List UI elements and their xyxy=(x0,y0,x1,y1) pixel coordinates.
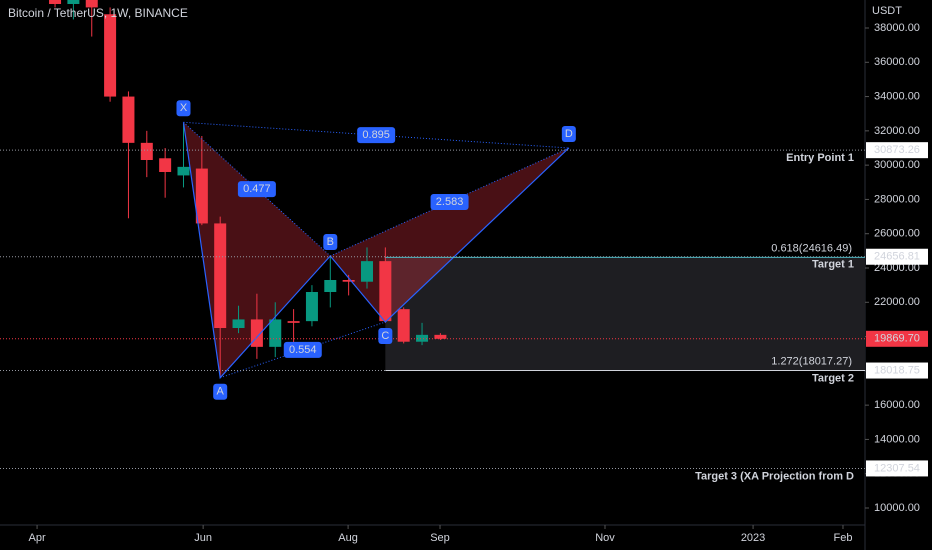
y-tick-label: 32000.00 xyxy=(874,125,920,137)
x-tick-label: Sep xyxy=(430,532,450,544)
pattern-point-box xyxy=(323,233,338,250)
pattern-point-box xyxy=(176,100,191,117)
candle-body xyxy=(397,309,410,342)
candle-body xyxy=(49,0,62,4)
candle-body xyxy=(287,321,300,323)
projection-label: 1.272(18017.27) xyxy=(771,355,852,367)
ratio-line xyxy=(183,121,569,149)
level-name: Target 3 (XA Projection from D xyxy=(695,470,854,482)
x-tick-label: Aug xyxy=(338,532,358,544)
x-tick-label: Jun xyxy=(194,532,212,544)
ratio-box xyxy=(357,127,396,144)
pattern-point-label: B xyxy=(327,236,334,248)
candle-body xyxy=(159,158,172,172)
projection-label: 0.618(24616.49) xyxy=(771,242,852,254)
y-tick-label: 10000.00 xyxy=(874,502,920,514)
x-tick-label: Apr xyxy=(29,532,46,544)
y-tick-label: 16000.00 xyxy=(874,399,920,411)
pattern-point-box xyxy=(561,125,576,142)
candle-body xyxy=(67,0,80,4)
pattern-point-label: A xyxy=(217,386,225,398)
candle-body xyxy=(360,261,373,282)
x-tick-label: Feb xyxy=(833,532,852,544)
candle-body xyxy=(232,319,245,328)
y-tick-label: 38000.00 xyxy=(874,22,920,34)
ratio-label: 0.895 xyxy=(362,129,390,141)
level-price-box xyxy=(866,460,928,477)
y-tick-label: 28000.00 xyxy=(874,193,920,205)
x-tick-label: 2023 xyxy=(741,532,765,544)
level-name: Entry Point 1 xyxy=(786,152,854,164)
level-price: 24656.81 xyxy=(874,251,920,263)
level-price-box xyxy=(866,142,928,159)
pattern-point-label: C xyxy=(381,330,389,342)
last-price-box xyxy=(866,330,928,347)
level-price: 18018.75 xyxy=(874,364,920,376)
candle-body xyxy=(177,166,190,176)
y-tick-label: 22000.00 xyxy=(874,296,920,308)
level-name: Target 2 xyxy=(812,372,854,384)
candle-body xyxy=(305,291,318,322)
pattern-point-label: D xyxy=(565,128,573,140)
chart-title: Bitcoin / TetherUS, 1W, BINANCE xyxy=(8,6,188,20)
ratio-label: 0.477 xyxy=(243,183,271,195)
candle-body xyxy=(342,279,355,282)
candle-body xyxy=(269,319,282,347)
pattern-point-label: X xyxy=(180,102,188,114)
candle-body xyxy=(195,168,208,224)
candle-body xyxy=(416,334,429,342)
candle-body xyxy=(250,319,263,347)
y-tick-label: 14000.00 xyxy=(874,433,920,445)
y-tick-label: 36000.00 xyxy=(874,56,920,68)
candle-body xyxy=(85,0,98,8)
level-price-box xyxy=(866,248,928,265)
y-tick-label: 26000.00 xyxy=(874,228,920,240)
candle-body xyxy=(140,142,153,160)
y-tick-label: 24000.00 xyxy=(874,262,920,274)
ratio-label: 0.554 xyxy=(289,344,317,356)
y-tick-label: 30000.00 xyxy=(874,159,920,171)
pattern-point-box xyxy=(213,383,228,400)
ratio-label: 2.583 xyxy=(436,196,464,208)
pattern-point-box xyxy=(378,327,393,344)
ratio-box xyxy=(283,341,322,358)
y-unit: USDT xyxy=(872,5,902,17)
candle-body xyxy=(434,334,447,339)
level-name: Target 1 xyxy=(812,259,854,271)
ratio-box xyxy=(430,193,469,210)
candle-body xyxy=(122,96,135,143)
candle-body xyxy=(324,279,337,292)
x-tick-label: Nov xyxy=(595,532,615,544)
last-price-label: 19869.70 xyxy=(874,333,920,345)
level-price: 12307.54 xyxy=(874,462,920,474)
y-tick-label: 34000.00 xyxy=(874,90,920,102)
candle-body xyxy=(214,223,227,328)
target-zone xyxy=(385,256,865,371)
level-price: 30873.26 xyxy=(874,144,920,156)
candle-body xyxy=(379,261,392,322)
level-price-box xyxy=(866,362,928,379)
plot-area xyxy=(49,0,865,380)
ratio-box xyxy=(237,181,276,198)
candle-body xyxy=(104,14,117,97)
